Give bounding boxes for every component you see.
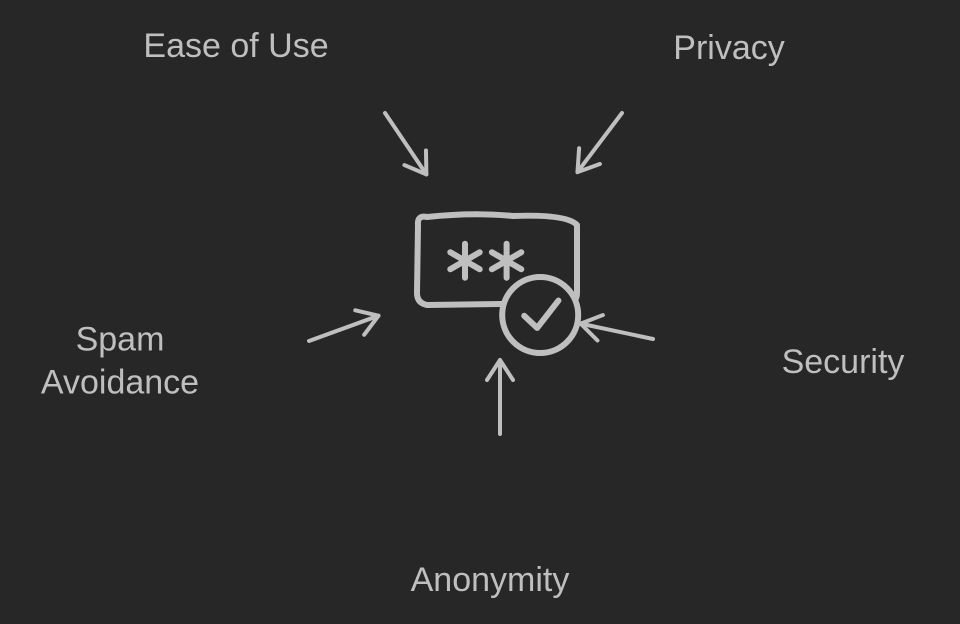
arrow-spam	[309, 341, 310, 342]
label-anonymity: Anonymity	[411, 559, 570, 602]
arrow-privacy	[621, 112, 622, 113]
diagram-stage: Ease of Use Privacy Spam Avoidance	[0, 0, 960, 624]
arrow-ease	[384, 113, 385, 114]
label-ease: Ease of Use	[143, 25, 328, 68]
label-spam: Spam Avoidance	[41, 319, 199, 404]
label-privacy: Privacy	[673, 27, 784, 70]
label-security: Security	[782, 341, 905, 384]
arrow-anonymity	[500, 433, 501, 434]
arrow-security	[652, 338, 653, 339]
password-ok-icon	[397, 207, 597, 367]
